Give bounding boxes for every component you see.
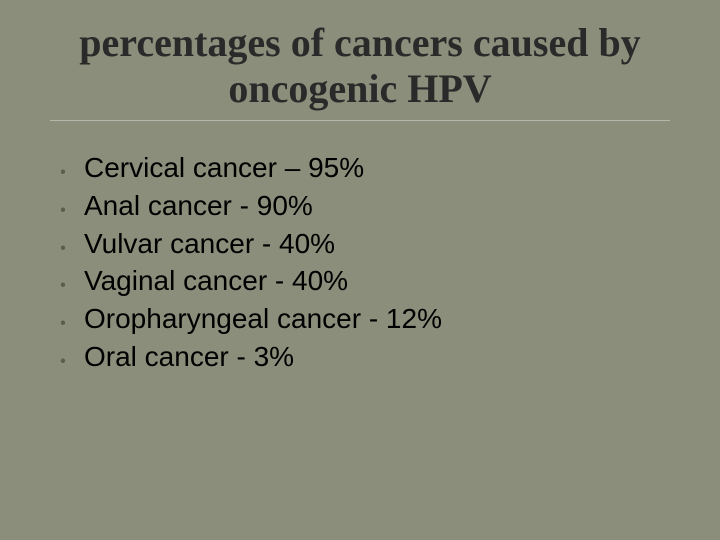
list-item-text: Anal cancer - 90%	[84, 187, 680, 225]
content-list: 🞄 Cervical cancer – 95% 🞄 Anal cancer - …	[40, 149, 680, 376]
bullet-icon: 🞄	[60, 158, 66, 182]
bullet-icon: 🞄	[60, 196, 66, 220]
bullet-icon: 🞄	[60, 234, 66, 258]
slide-container: percentages of cancers caused by oncogen…	[0, 0, 720, 540]
title-underline	[50, 120, 670, 121]
bullet-icon: 🞄	[60, 309, 66, 333]
list-item-text: Oral cancer - 3%	[84, 338, 680, 376]
list-item: 🞄 Oropharyngeal cancer - 12%	[60, 300, 680, 338]
list-item-text: Vaginal cancer - 40%	[84, 262, 680, 300]
list-item: 🞄 Vaginal cancer - 40%	[60, 262, 680, 300]
list-item-text: Oropharyngeal cancer - 12%	[84, 300, 680, 338]
slide-title: percentages of cancers caused by oncogen…	[40, 20, 680, 112]
list-item-text: Cervical cancer – 95%	[84, 149, 680, 187]
list-item-text: Vulvar cancer - 40%	[84, 225, 680, 263]
list-item: 🞄 Anal cancer - 90%	[60, 187, 680, 225]
list-item: 🞄 Oral cancer - 3%	[60, 338, 680, 376]
bullet-icon: 🞄	[60, 271, 66, 295]
list-item: 🞄 Cervical cancer – 95%	[60, 149, 680, 187]
list-item: 🞄 Vulvar cancer - 40%	[60, 225, 680, 263]
bullet-icon: 🞄	[60, 347, 66, 371]
